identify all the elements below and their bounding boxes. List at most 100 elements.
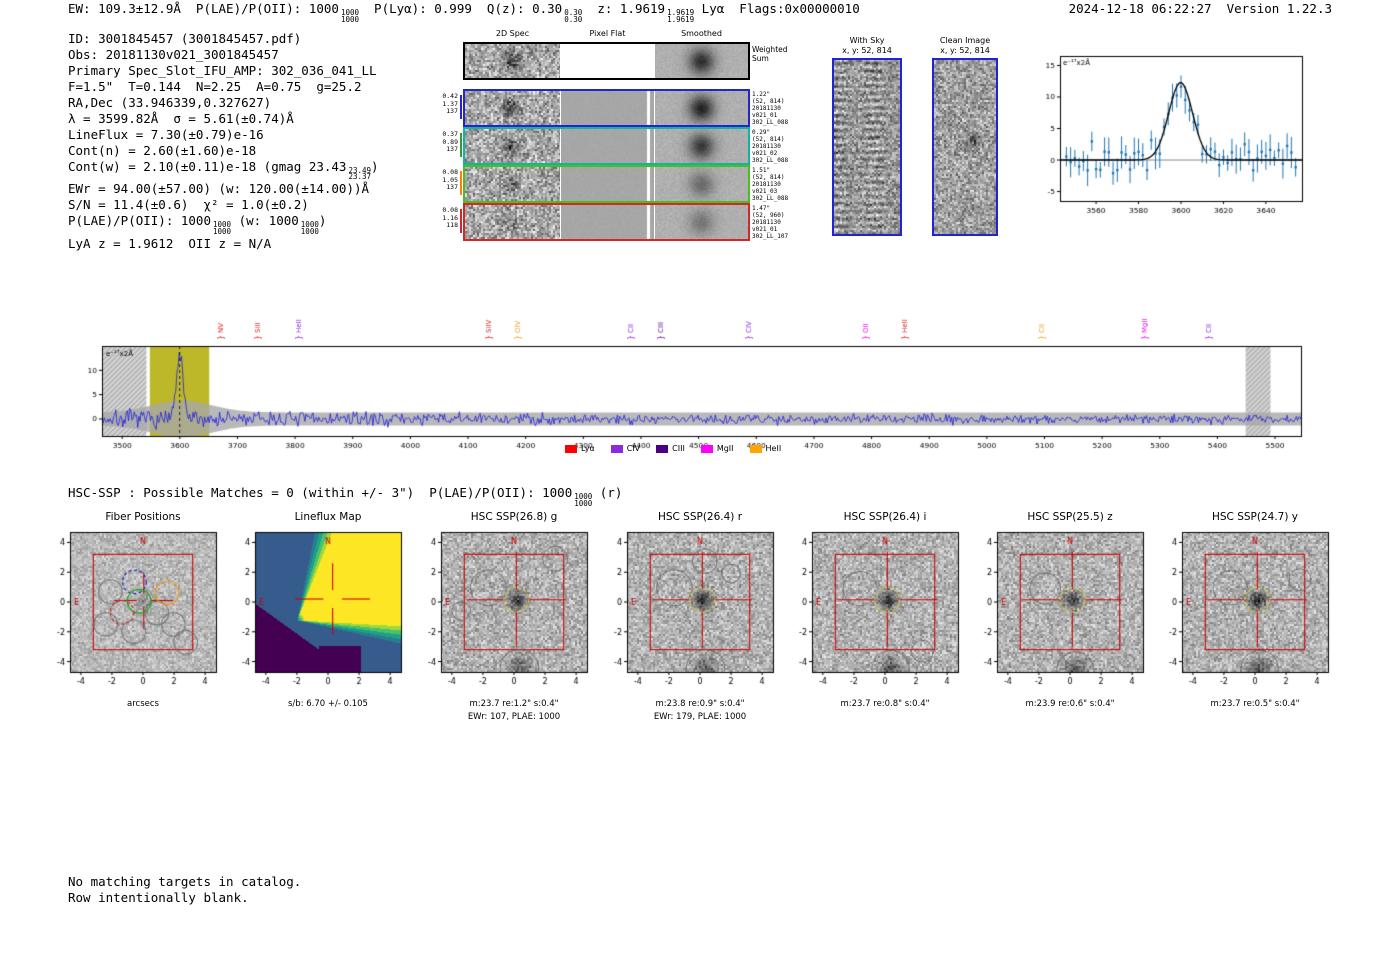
info-line-primary-amp: Primary Spec_Slot_IFU_AMP: 302_036_041_L…: [68, 62, 377, 78]
full-spectrum-chart: [70, 294, 1315, 460]
fiber-weights: 0.42 1.37 137: [442, 92, 458, 116]
smoothed-cutout: [655, 129, 748, 163]
panel-caption: arcsecs: [127, 699, 159, 709]
panel-caption: EWr: 107, PLAE: 1000: [467, 712, 561, 722]
legend-item-MgII: MgII: [700, 444, 734, 453]
zoomed-spectrum-chart: [1030, 48, 1310, 223]
smoothed-cutout: [655, 205, 748, 239]
info-line-plae-poii: P(LAE)/P(OII): 1000 1000 1000 (w: 1000 1000…: [68, 213, 327, 236]
pixel-flat-cutout: [561, 44, 654, 78]
2d-spec-cutout: [465, 129, 560, 163]
legend-swatch: [565, 444, 577, 453]
fiber-color-bar: [460, 171, 462, 195]
panel-caption: EWr: 179, PLAE: 1000: [653, 712, 747, 722]
hsc-z-panel: [967, 526, 1153, 698]
fiber-annotation: 1.47" (52, 960) 20181130 v021_01 302_LL_…: [752, 205, 789, 241]
fiber-cutout-row: [463, 203, 750, 241]
weighted-sum-row: [463, 42, 750, 80]
clean-image-title: Clean Image: [939, 36, 991, 45]
fiber-weights: 0.08 1.05 137: [442, 168, 458, 192]
info-line-obs: Obs: 20181130v021_3001845457: [68, 46, 279, 62]
fiber-color-bar: [460, 133, 462, 157]
panel-title-hsc-y: HSC SSP(24.7) y: [1211, 511, 1298, 523]
fiber-positions-panel: [40, 526, 226, 698]
panel-title-hsc-g: HSC SSP(26.8) g: [470, 511, 558, 523]
col-label-smoothed: Smoothed: [681, 29, 722, 38]
panel-caption: m:23.7 re:0.8" s:0.4": [840, 699, 930, 709]
legend-item-Lyα: Lyα: [565, 444, 595, 453]
panel-caption: m:23.8 re:0.9" s:0.4": [655, 699, 745, 709]
2d-spec-cutout: [465, 44, 560, 78]
fiber-weights: 0.37 0.89 137: [442, 130, 458, 154]
pixel-flat-cutout: [561, 167, 654, 201]
info-line-wavelength-sigma: λ = 3599.82Å σ = 5.61(±0.74)Å: [68, 110, 294, 126]
2d-spec-cutout: [465, 167, 560, 201]
hsc-y-panel: [1152, 526, 1338, 698]
hsc-match-line: HSC-SSP : Possible Matches = 0 (within +…: [68, 485, 623, 508]
2d-spec-cutout: [465, 205, 560, 239]
with-sky-panel: [832, 58, 902, 236]
fiber-cutout-row: [463, 165, 750, 203]
hsc-g-panel: [411, 526, 597, 698]
legend-swatch: [749, 444, 762, 453]
info-line-id: ID: 3001845457 (3001845457.pdf): [68, 31, 302, 46]
fiber-cutout-row: [463, 89, 750, 127]
legend-item-CIV: CIV: [610, 444, 641, 453]
fiber-annotation: 1.22" (52, 814) 20181130 v021_01 302_LL_…: [752, 91, 789, 127]
legend-label: Lyα: [581, 444, 595, 453]
fiber-color-bar: [460, 209, 462, 233]
legend-item-HeII: HeII: [749, 444, 781, 453]
fiber-annotation: 1.51" (52, 814) 20181130 v021_03 302_LL_…: [752, 167, 789, 203]
legend-swatch: [656, 444, 669, 453]
info-line-sn-chi2: S/N = 11.4(±0.6) χ² = 1.0(±0.2): [68, 197, 309, 213]
info-line-redshifts: LyA z = 1.9612 OII z = N/A: [68, 235, 272, 251]
col-label-2d-spec: 2D Spec: [495, 29, 530, 38]
summary-header: EW: 109.3±12.9Å P(LAE)/P(OII): 1000 1000 1…: [68, 1, 860, 24]
info-line-seeing-params: F=1.5" T=0.144 N=2.25 A=0.75 g=25.2: [68, 78, 362, 94]
pixel-flat-cutout: [561, 129, 654, 163]
info-line-ra-dec: RA,Dec (33.946339,0.327627): [68, 94, 272, 110]
panel-caption: s/b: 6.70 +/- 0.105: [288, 699, 368, 709]
col-label-pixel-flat: Pixel Flat: [589, 29, 626, 38]
pixel-flat-cutout: [561, 91, 654, 125]
info-line-lineflux: LineFlux = 7.30(±0.79)e-16: [68, 126, 264, 142]
with-sky-title: With Sky: [849, 36, 885, 45]
legend-item-CIII: CIII: [656, 444, 685, 453]
fiber-color-bar: [460, 95, 462, 119]
with-sky-cutout: [834, 60, 900, 234]
panel-title-hsc-r: HSC SSP(26.4) r: [657, 511, 743, 523]
fiber-cutout-row: [463, 127, 750, 165]
footer-line-no-match: No matching targets in catalog.: [68, 874, 302, 889]
weighted-sum-label: Weighted Sum: [752, 45, 788, 63]
pixel-flat-cutout: [561, 205, 654, 239]
clean-image-coords: x, y: 52, 814: [940, 46, 990, 55]
legend-swatch: [700, 444, 713, 453]
smoothed-cutout: [655, 167, 748, 201]
panel-title-hsc-i: HSC SSP(26.4) i: [843, 511, 927, 523]
info-line-cont-n: Cont(n) = 2.60(±1.60)e-18: [68, 142, 257, 158]
legend-label: MgII: [716, 444, 734, 453]
legend-label: CIV: [626, 444, 641, 453]
panel-caption: m:23.7 re:0.5" s:0.4": [1210, 699, 1300, 709]
fiber-weights: 0.08 1.16 118: [442, 206, 458, 230]
info-line-cont-w: Cont(w) = 2.10(±0.11)e-18 (gmag 23.43 23.…: [68, 158, 379, 182]
legend-label: CIII: [672, 444, 685, 453]
with-sky-coords: x, y: 52, 814: [842, 46, 892, 55]
legend-swatch: [610, 444, 623, 453]
2d-spec-cutout: [465, 91, 560, 125]
timestamp-version: 2024-12-18 06:22:27 Version 1.22.3: [1068, 1, 1332, 16]
panel-title-hsc-z: HSC SSP(25.5) z: [1027, 511, 1113, 523]
hsc-i-panel: [782, 526, 968, 698]
panel-title-lineflux-map: Lineflux Map: [294, 511, 362, 523]
clean-image-panel: [932, 58, 998, 236]
detection-info-block: ID: 3001845457 (3001845457.pdf) Obs: 201…: [68, 31, 379, 252]
fiber-annotation: 0.29" (52, 814) 20181130 v021_02 302_LL_…: [752, 129, 789, 165]
panel-title-fiber-positions: Fiber Positions: [105, 511, 181, 523]
footer-line-blank-row: Row intentionally blank.: [68, 890, 249, 905]
panel-caption: m:23.7 re:1.2" s:0.4": [469, 699, 559, 709]
hsc-r-panel: [597, 526, 783, 698]
smoothed-cutout: [655, 91, 748, 125]
spectrum-legend: Lyα CIV CIII MgII HeII: [565, 444, 781, 453]
info-line-ewr: EWr = 94.00(±57.00) (w: 120.00(±14.00))Å: [68, 181, 370, 197]
